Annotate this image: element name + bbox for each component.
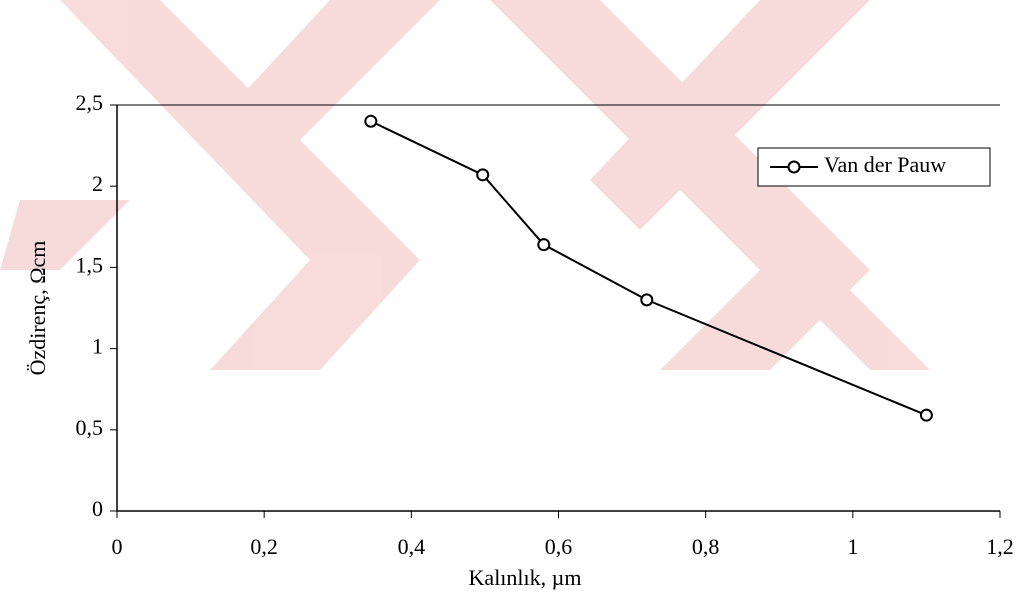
- y-tick-label: 0,5: [76, 415, 104, 440]
- point: [919, 408, 933, 422]
- watermark: [0, 0, 930, 370]
- legend-marker: [787, 160, 801, 174]
- x-tick-label: 0,2: [250, 534, 278, 559]
- y-tick-label: 1,5: [76, 252, 104, 277]
- x-axis-label: Kalınlık, µm: [469, 565, 582, 590]
- y-tick-label: 1: [92, 334, 103, 359]
- y-tick-label: 2,5: [76, 90, 104, 115]
- x-tick-label: 1,2: [986, 534, 1014, 559]
- legend-label: Van der Pauw: [824, 152, 946, 177]
- point: [476, 168, 490, 182]
- point: [537, 238, 551, 252]
- point: [364, 114, 378, 128]
- y-tick-label: 0: [92, 496, 103, 521]
- x-tick-label: 1: [847, 534, 858, 559]
- y-axis-label: Özdirenç, Ωcm: [25, 241, 50, 376]
- x-tick-label: 0,6: [545, 534, 573, 559]
- x-tick-label: 0: [112, 534, 123, 559]
- x-tick-label: 0,4: [398, 534, 426, 559]
- point: [640, 293, 654, 307]
- x-tick-label: 0,8: [692, 534, 720, 559]
- y-tick-label: 2: [92, 171, 103, 196]
